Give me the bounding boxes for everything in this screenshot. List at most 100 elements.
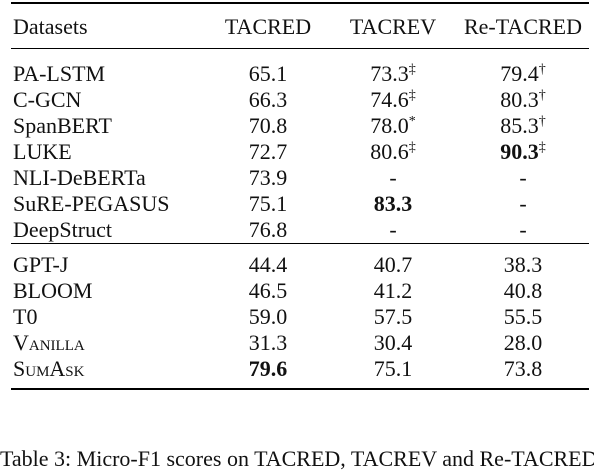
header-datasets: Datasets — [11, 2, 207, 49]
score-value: - — [519, 165, 527, 190]
model-name-cell: SpanBERT — [11, 113, 207, 139]
header-tacrev: TACREV — [329, 2, 457, 49]
model-name: T0 — [13, 304, 38, 329]
score-marker: ‡ — [408, 88, 416, 103]
group-divider — [11, 243, 589, 252]
score-value: - — [519, 217, 527, 242]
table-row: PA-LSTM 65.1 73.3‡ 79.4† — [11, 61, 589, 87]
score-value: 44.4 — [248, 252, 288, 277]
model-name: SpanBERT — [13, 113, 112, 138]
table-row: NLI-DeBERTa 73.9 - - — [11, 165, 589, 191]
score-cell-tacred: 76.8 — [207, 217, 329, 244]
table-body: PA-LSTM 65.1 73.3‡ 79.4† C-GCN 66.3 74.6‡ 80.3†… — [11, 49, 589, 390]
score-value: 59.0 — [248, 304, 288, 329]
score-cell-tacred: 59.0 — [207, 304, 329, 330]
score-value: 90.3 — [500, 139, 539, 164]
model-name-cell: PA-LSTM — [11, 61, 207, 87]
table-row: LUKE 72.7 80.6‡ 90.3‡ — [11, 139, 589, 165]
table-row: SpanBERT 70.8 78.0* 85.3† — [11, 113, 589, 139]
score-value: 73.8 — [503, 356, 543, 381]
table-row: T0 59.0 57.5 55.5 — [11, 304, 589, 330]
score-value: 31.3 — [248, 330, 288, 355]
score-value: - — [389, 165, 397, 190]
score-cell-re-tacred: 90.3‡ — [457, 139, 589, 165]
model-name-cell: DeepStruct — [11, 217, 207, 244]
score-cell-re-tacred: 73.8 — [457, 356, 589, 390]
table-row: Vanilla 31.3 30.4 28.0 — [11, 330, 589, 356]
score-cell-tacrev: 73.3‡ — [329, 61, 457, 87]
score-value: 28.0 — [503, 330, 543, 355]
score-value: 79.4 — [500, 61, 539, 86]
score-marker: ‡ — [408, 140, 416, 155]
score-cell-re-tacred: 55.5 — [457, 304, 589, 330]
model-name: SumAsk — [13, 356, 85, 381]
header-tacred: TACRED — [207, 2, 329, 49]
score-cell-tacred: 65.1 — [207, 61, 329, 87]
score-value: 73.3 — [370, 61, 409, 86]
table-row: SumAsk 79.6 75.1 73.8 — [11, 356, 589, 390]
score-cell-tacred: 75.1 — [207, 191, 329, 217]
score-value: 41.2 — [373, 278, 413, 303]
score-value: 76.8 — [248, 217, 288, 242]
model-name: LUKE — [13, 139, 72, 164]
score-cell-tacrev: 80.6‡ — [329, 139, 457, 165]
score-cell-tacrev: - — [329, 217, 457, 244]
score-cell-re-tacred: 79.4† — [457, 61, 589, 87]
score-cell-re-tacred: - — [457, 165, 589, 191]
score-value: 57.5 — [373, 304, 413, 329]
score-value: 65.1 — [248, 61, 288, 86]
header-row: Datasets TACRED TACREV Re-TACRED — [11, 2, 589, 49]
score-value: - — [389, 217, 397, 242]
score-cell-tacred: 73.9 — [207, 165, 329, 191]
results-table: Datasets TACRED TACREV Re-TACRED PA-LSTM… — [11, 2, 589, 390]
model-name-cell: BLOOM — [11, 278, 207, 304]
model-name-cell: SumAsk — [11, 356, 207, 390]
score-value: 75.1 — [248, 191, 288, 216]
score-value: 83.3 — [373, 191, 413, 216]
score-cell-re-tacred: - — [457, 217, 589, 244]
score-value: 78.0 — [370, 113, 409, 138]
score-value: 80.6 — [370, 139, 409, 164]
score-cell-tacred: 66.3 — [207, 87, 329, 113]
model-name: PA-LSTM — [13, 61, 106, 86]
model-name-cell: GPT-J — [11, 252, 207, 278]
score-value: 55.5 — [503, 304, 543, 329]
spacer-cell — [11, 243, 207, 252]
score-value: - — [519, 191, 527, 216]
score-cell-tacrev: 75.1 — [329, 356, 457, 390]
score-marker: ‡ — [408, 62, 416, 77]
score-marker: * — [408, 114, 416, 129]
score-cell-re-tacred: 80.3† — [457, 87, 589, 113]
model-name-cell: Vanilla — [11, 330, 207, 356]
score-marker: ‡ — [538, 140, 546, 155]
table-row: GPT-J 44.4 40.7 38.3 — [11, 252, 589, 278]
score-cell-tacrev: 78.0* — [329, 113, 457, 139]
score-value: 85.3 — [500, 113, 539, 138]
spacer-cell — [329, 243, 457, 252]
table-row: C-GCN 66.3 74.6‡ 80.3† — [11, 87, 589, 113]
score-marker: † — [538, 62, 546, 77]
score-cell-tacrev: 83.3 — [329, 191, 457, 217]
score-cell-tacrev: - — [329, 165, 457, 191]
model-name: NLI-DeBERTa — [13, 165, 146, 190]
table-caption: Table 3: Micro-F1 scores on TACRED, TACR… — [0, 446, 594, 471]
score-cell-tacred: 44.4 — [207, 252, 329, 278]
score-cell-re-tacred: 38.3 — [457, 252, 589, 278]
spacer-row — [11, 49, 589, 62]
score-cell-re-tacred: 85.3† — [457, 113, 589, 139]
score-cell-tacrev: 57.5 — [329, 304, 457, 330]
table-row: DeepStruct 76.8 - - — [11, 217, 589, 244]
score-value: 38.3 — [503, 252, 543, 277]
spacer-cell — [457, 243, 589, 252]
score-marker: † — [538, 88, 546, 103]
score-marker: † — [538, 114, 546, 129]
score-cell-re-tacred: 28.0 — [457, 330, 589, 356]
score-value: 73.9 — [248, 165, 288, 190]
score-value: 40.7 — [373, 252, 413, 277]
score-value: 30.4 — [373, 330, 413, 355]
spacer-cell — [207, 49, 329, 62]
model-name: BLOOM — [13, 278, 93, 303]
score-cell-tacred: 72.7 — [207, 139, 329, 165]
score-value: 72.7 — [248, 139, 288, 164]
score-cell-tacred: 31.3 — [207, 330, 329, 356]
